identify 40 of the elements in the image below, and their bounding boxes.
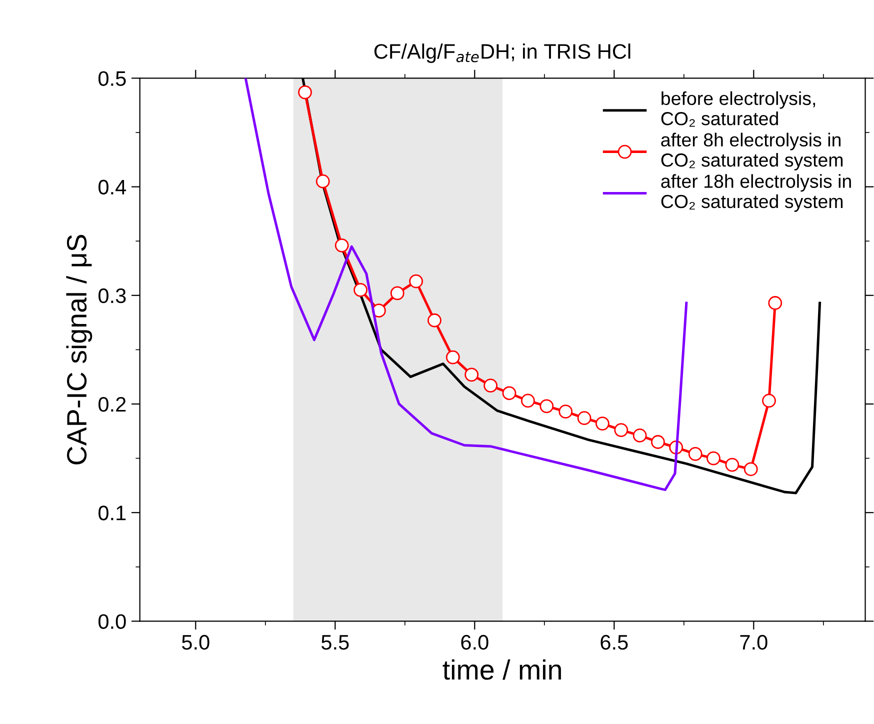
point [725, 458, 740, 472]
point [744, 462, 758, 476]
point [484, 378, 498, 392]
point [577, 411, 592, 426]
y-tick-label: 0.2 [98, 396, 126, 412]
x-tick-label: 5.0 [182, 634, 210, 650]
point [354, 283, 368, 297]
y-tick-label: 0.4 [98, 180, 126, 195]
point [768, 296, 782, 310]
point [390, 286, 404, 300]
point [409, 274, 423, 288]
point [334, 238, 349, 252]
y-tick-label: 0.1 [98, 506, 126, 520]
y-tick-label: 0.0 [98, 614, 126, 629]
point [762, 394, 776, 408]
point [688, 447, 702, 461]
x-tick-label: 5.5 [322, 635, 349, 650]
point [651, 435, 665, 449]
point [632, 428, 647, 442]
x-tick-label: 7.0 [740, 634, 768, 650]
x-tick-label: 6.0 [461, 634, 488, 650]
y-tick-label: 0.3 [98, 288, 126, 304]
point [540, 399, 554, 414]
y-tick-label: 0.5 [98, 71, 126, 86]
y-axis-title: CAP-IC signal / μS [66, 234, 92, 464]
point [558, 404, 573, 419]
point [614, 423, 628, 437]
legend-label: after 18h electrolysis in CO₂ saturated system [661, 174, 851, 212]
point [428, 313, 442, 328]
point [446, 350, 460, 364]
point [298, 85, 312, 100]
x-axis-title: time / min [442, 659, 561, 680]
point [502, 386, 516, 400]
point [520, 394, 535, 408]
point [706, 451, 720, 466]
chart-title: CF/Alg/F$_{ate}$DH; in TRIS HCl [374, 44, 630, 63]
point [595, 416, 610, 430]
x-tick-label: 6.5 [600, 634, 628, 650]
point [316, 174, 330, 188]
point [464, 368, 479, 382]
